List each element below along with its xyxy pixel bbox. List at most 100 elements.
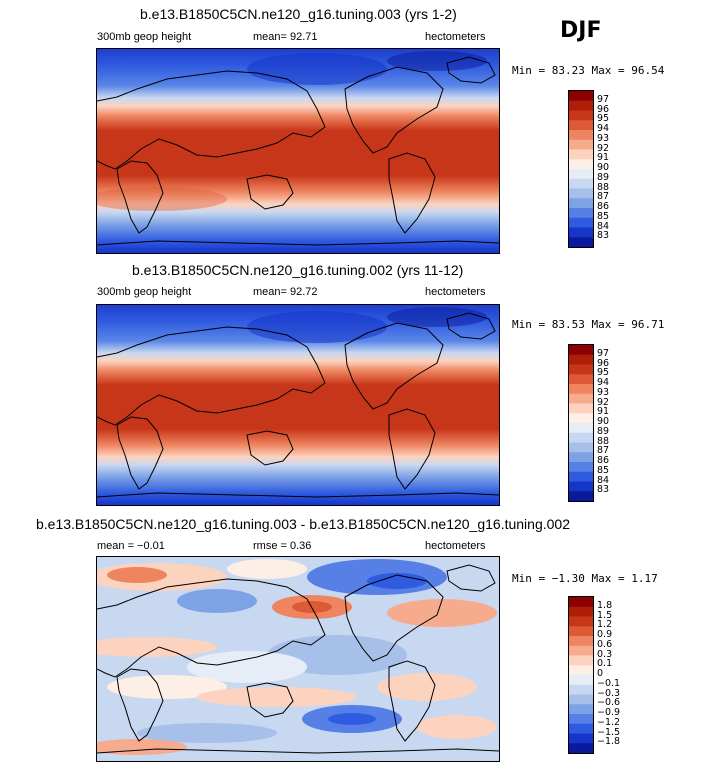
- colorbar-swatch: [569, 675, 593, 686]
- colorbar-tick-label: 83: [597, 230, 610, 242]
- colorbar-swatch: [569, 694, 593, 705]
- colorbar-swatch: [569, 442, 593, 453]
- colorbar-tick-label: 94: [597, 123, 610, 134]
- colorbar-swatch: [569, 655, 593, 666]
- colorbar-tick-label: 88: [597, 435, 610, 447]
- panel-2-minmax: Min = 83.53 Max = 96.71: [512, 318, 665, 331]
- panel-1-variable: 300mb geop height: [97, 31, 192, 43]
- colorbar-swatch: [569, 198, 593, 209]
- panel-1-colorbar: [568, 90, 594, 248]
- colorbar-tick-label: 89: [597, 425, 610, 437]
- season-label: DJF: [560, 18, 602, 43]
- colorbar-swatch: [569, 364, 593, 375]
- colorbar-tick-label: −1.5: [597, 726, 621, 738]
- colorbar-tick-label: 0: [597, 668, 604, 679]
- colorbar-swatch: [569, 393, 593, 404]
- colorbar-swatch: [569, 432, 593, 443]
- colorbar-swatch: [569, 684, 593, 695]
- panel-2-variable: 300mb geop height: [97, 286, 192, 298]
- colorbar-swatch: [569, 237, 593, 247]
- panel-1-units: hectometers: [425, 31, 486, 43]
- colorbar-tick-label: 91: [597, 406, 610, 418]
- colorbar-swatch: [569, 120, 593, 131]
- colorbar-tick-label: 91: [597, 152, 610, 164]
- colorbar-tick-label: 96: [597, 357, 610, 369]
- colorbar-swatch: [569, 139, 593, 150]
- colorbar-swatch: [569, 345, 593, 356]
- colorbar-tick-label: 92: [597, 142, 610, 154]
- colorbar-swatch: [569, 471, 593, 482]
- colorbar-swatch: [569, 481, 593, 492]
- colorbar-tick-label: 95: [597, 113, 610, 125]
- colorbar-swatch: [569, 374, 593, 385]
- colorbar-tick-label: −0.9: [597, 707, 621, 718]
- colorbar-tick-label: 87: [597, 445, 610, 457]
- colorbar-tick-label: 1.5: [597, 609, 613, 621]
- colorbar-tick-label: 96: [597, 103, 610, 115]
- colorbar-tick-label: −0.6: [597, 697, 621, 709]
- colorbar-swatch: [569, 626, 593, 637]
- colorbar-swatch: [569, 149, 593, 160]
- colorbar-swatch: [569, 491, 593, 501]
- colorbar-tick-label: 87: [597, 191, 610, 203]
- panel-1-mean: mean= 92.71: [253, 31, 318, 43]
- colorbar-swatch: [569, 645, 593, 656]
- colorbar-swatch: [569, 597, 593, 608]
- colorbar-swatch: [569, 159, 593, 170]
- colorbar-tick-label: 85: [597, 464, 610, 476]
- colorbar-swatch: [569, 100, 593, 111]
- colorbar-swatch: [569, 714, 593, 725]
- panel-2-title: b.e13.B1850C5CN.ne120_g16.tuning.002 (yr…: [132, 262, 464, 278]
- panel-1-title: b.e13.B1850C5CN.ne120_g16.tuning.003 (yr…: [140, 6, 457, 22]
- colorbar-swatch: [569, 733, 593, 744]
- colorbar-tick-label: −1.2: [597, 716, 621, 728]
- colorbar-tick-label: 0.6: [597, 638, 613, 650]
- colorbar-swatch: [569, 130, 593, 141]
- colorbar-tick-label: 93: [597, 132, 610, 144]
- panel-2-mean: mean= 92.72: [253, 286, 318, 298]
- colorbar-swatch: [569, 665, 593, 676]
- colorbar-swatch: [569, 110, 593, 121]
- colorbar-swatch: [569, 227, 593, 238]
- colorbar-tick-label: 90: [597, 416, 610, 427]
- colorbar-tick-label: 0.9: [597, 629, 613, 640]
- panel-1-map: [96, 48, 500, 254]
- colorbar-tick-label: 94: [597, 377, 610, 388]
- panel-3-rmse: rmse = 0.36: [253, 540, 312, 552]
- colorbar-swatch: [569, 354, 593, 365]
- panel-2-colorbar: [568, 344, 594, 502]
- panel-3-title: b.e13.B1850C5CN.ne120_g16.tuning.003 - b…: [36, 516, 570, 532]
- colorbar-swatch: [569, 704, 593, 715]
- colorbar-swatch: [569, 452, 593, 463]
- colorbar-swatch: [569, 403, 593, 414]
- colorbar-tick-label: 85: [597, 210, 610, 222]
- colorbar-tick-label: −0.3: [597, 687, 621, 699]
- colorbar-tick-label: 86: [597, 455, 610, 466]
- panel-1-minmax: Min = 83.23 Max = 96.54: [512, 64, 665, 77]
- colorbar-swatch: [569, 423, 593, 434]
- colorbar-tick-label: 83: [597, 484, 610, 496]
- colorbar-tick-label: 84: [597, 220, 610, 232]
- colorbar-tick-label: 97: [597, 93, 610, 105]
- colorbar-tick-label: 84: [597, 474, 610, 486]
- panel-3-minmax: Min = −1.30 Max = 1.17: [512, 572, 658, 585]
- panel-3-colorbar: [568, 596, 594, 754]
- colorbar-tick-label: 93: [597, 386, 610, 398]
- colorbar-swatch: [569, 606, 593, 617]
- panel-3-map: [96, 556, 500, 762]
- colorbar-tick-label: 1.2: [597, 619, 613, 631]
- colorbar-tick-label: 86: [597, 201, 610, 212]
- colorbar-swatch: [569, 169, 593, 180]
- colorbar-swatch: [569, 384, 593, 395]
- panel-3-units: hectometers: [425, 540, 486, 552]
- colorbar-swatch: [569, 462, 593, 473]
- colorbar-tick-label: −1.8: [597, 736, 621, 748]
- colorbar-tick-label: 92: [597, 396, 610, 408]
- colorbar-swatch: [569, 188, 593, 199]
- colorbar-tick-label: 88: [597, 181, 610, 193]
- colorbar-tick-label: 0.3: [597, 648, 613, 660]
- panel-3-mean: mean = −0.01: [97, 540, 165, 552]
- colorbar-swatch: [569, 413, 593, 424]
- colorbar-swatch: [569, 178, 593, 189]
- colorbar-swatch: [569, 743, 593, 753]
